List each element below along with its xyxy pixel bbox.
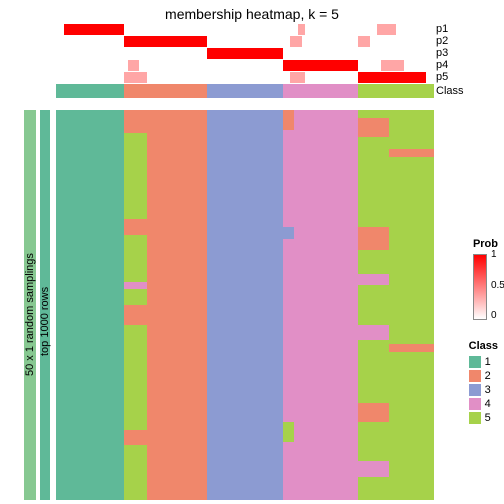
prob-tick-0: 0 [491, 310, 497, 321]
legend-class-item-5: 5 [469, 412, 498, 424]
track-label-p4: p4 [436, 59, 486, 71]
track-label-p5: p5 [436, 71, 486, 83]
track-label-class: Class [436, 85, 486, 97]
plot-area: p1p2p3p4p5Class [56, 24, 434, 500]
prob-track-p1 [56, 24, 434, 35]
prob-track-p4 [56, 60, 434, 71]
annotation-tracks: p1p2p3p4p5Class [56, 24, 434, 104]
legend-class-item-3: 3 [469, 384, 498, 396]
prob-tick-1: 1 [491, 249, 497, 260]
row-label-rows: top 1000 rows [39, 256, 51, 356]
prob-track-p3 [56, 48, 434, 59]
track-label-p1: p1 [436, 23, 486, 35]
prob-tick-05: 0.5 [491, 280, 504, 291]
legend-class-item-4: 4 [469, 398, 498, 410]
prob-track-p2 [56, 36, 434, 47]
heatmap-column-2 [147, 110, 207, 500]
row-label-samplings: 50 x 1 random samplings [24, 236, 36, 376]
heatmap-column-6 [358, 110, 388, 500]
track-label-p2: p2 [436, 35, 486, 47]
heatmap-column-3 [207, 110, 283, 500]
legend-prob: Prob 1 0.5 0 [473, 238, 498, 320]
track-label-p3: p3 [436, 47, 486, 59]
prob-track-p5 [56, 72, 434, 83]
legend-class-title: Class [469, 340, 498, 352]
class-track [56, 84, 434, 98]
legend-class-item-1: 1 [469, 356, 498, 368]
main-heatmap [56, 110, 434, 500]
chart-title: membership heatmap, k = 5 [165, 6, 339, 22]
legend-class-item-2: 2 [469, 370, 498, 382]
heatmap-column-0 [56, 110, 124, 500]
heatmap-column-5 [294, 110, 358, 500]
heatmap-column-7 [389, 110, 434, 500]
heatmap-column-1 [124, 110, 147, 500]
legend-class: Class 1 2 3 4 5 [469, 340, 498, 426]
heatmap-column-4 [283, 110, 294, 500]
prob-gradient [473, 254, 487, 320]
